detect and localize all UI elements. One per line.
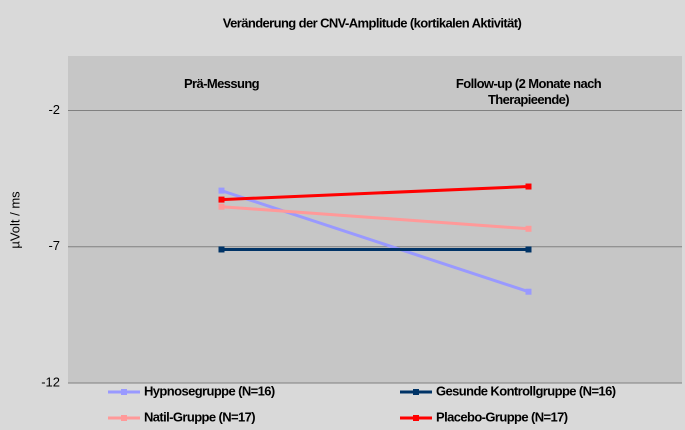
legend-marker [413, 415, 419, 421]
series-line [221, 185, 529, 202]
point-marker [218, 187, 225, 194]
point-marker [218, 246, 225, 253]
chart-title: Veränderung der CNV-Amplitude (kortikale… [223, 15, 522, 30]
point-marker [218, 196, 225, 203]
y-tick-label: -2 [48, 102, 60, 117]
legend-marker [121, 389, 127, 395]
point-marker [525, 225, 532, 232]
legend-label: Placebo-Gruppe (N=17) [436, 409, 568, 424]
series-line [221, 189, 529, 294]
legend-label: Gesunde Kontrollgruppe (N=16) [436, 383, 616, 398]
point-marker [218, 203, 225, 210]
y-tick-label: -7 [48, 238, 60, 253]
point-marker [525, 183, 532, 190]
x-tick-label: Prä-Messung [183, 76, 260, 91]
point-marker [525, 288, 532, 295]
x-tick-label: Follow-up (2 Monate nach Therapieende) [455, 76, 602, 107]
legend-label: Hypnosegruppe (N=16) [144, 383, 275, 398]
legend-marker [413, 389, 419, 395]
legend-label: Natil-Gruppe (N=17) [144, 409, 255, 424]
point-marker [525, 246, 532, 253]
series-line [221, 205, 529, 231]
y-tick-label: -12 [41, 374, 60, 389]
y-axis-label: µVolt / ms [7, 191, 22, 249]
legend-marker [121, 415, 127, 421]
